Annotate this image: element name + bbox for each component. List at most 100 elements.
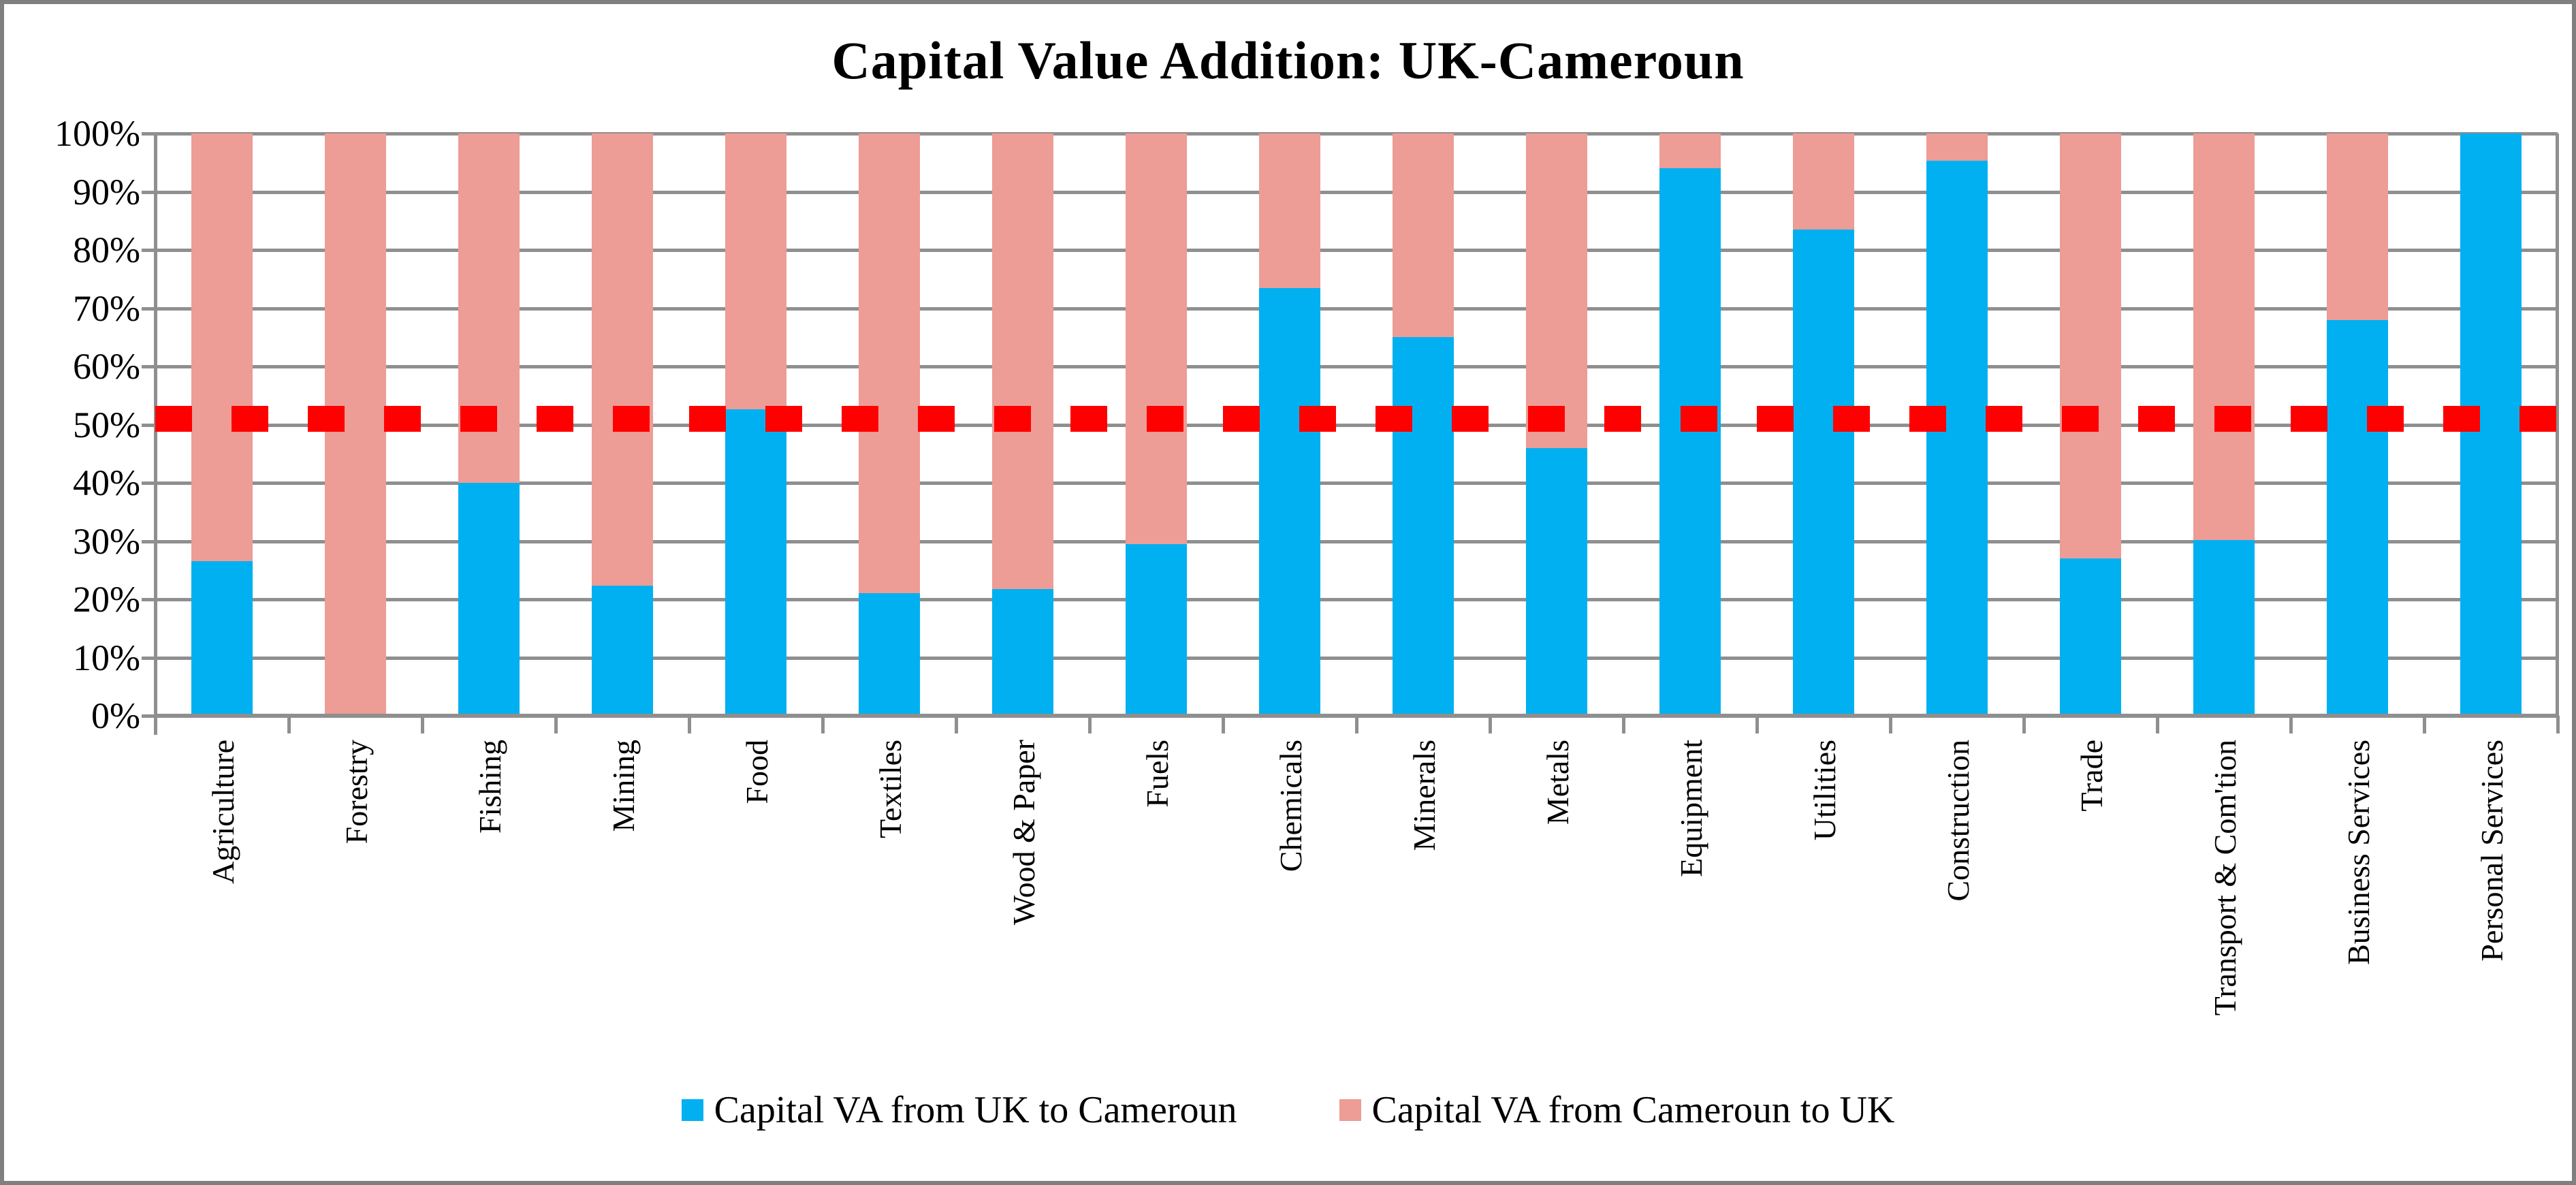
bar-segment-uk-to-cameroun xyxy=(1393,337,1454,716)
x-axis-tick xyxy=(1889,716,1892,733)
category-label: Trade xyxy=(2074,740,2109,812)
bar-segment-uk-to-cameroun xyxy=(458,483,520,716)
y-axis-label: 0% xyxy=(91,695,140,736)
legend-swatch-uk-to-cameroun xyxy=(681,1099,703,1121)
bar-segment-uk-to-cameroun xyxy=(2060,558,2121,716)
x-axis-tick xyxy=(421,716,424,733)
x-axis-tick xyxy=(955,716,958,733)
category-label: Forestry xyxy=(339,740,374,844)
category-label: Chemicals xyxy=(1273,740,1308,872)
y-axis-label: 80% xyxy=(73,230,140,270)
x-axis-tick xyxy=(821,716,825,733)
gridline xyxy=(155,190,2558,194)
category-label: Metals xyxy=(1540,740,1575,825)
reference-line xyxy=(155,405,2558,432)
bar-segment-cameroun-to-uk xyxy=(2327,133,2388,320)
x-axis-tick xyxy=(554,716,558,733)
y-axis-tick xyxy=(142,598,155,601)
category-label: Transport & Com'tion xyxy=(2208,740,2242,1016)
bar-segment-uk-to-cameroun xyxy=(1526,447,1587,716)
legend-label: Capital VA from Cameroun to UK xyxy=(1371,1089,1895,1131)
bar-segment-cameroun-to-uk xyxy=(2193,133,2255,540)
bar-segment-uk-to-cameroun xyxy=(1126,543,1187,716)
legend-swatch-cameroun-to-uk xyxy=(1339,1099,1361,1121)
bar-segment-cameroun-to-uk xyxy=(1926,133,1988,161)
bar-segment-cameroun-to-uk xyxy=(859,133,920,594)
x-axis-tick xyxy=(1489,716,1492,733)
legend-item: Capital VA from Cameroun to UK xyxy=(1339,1088,1895,1132)
bar-segment-cameroun-to-uk xyxy=(1793,133,1854,230)
bar-segment-cameroun-to-uk xyxy=(2060,133,2121,559)
category-label: Business Services xyxy=(2341,740,2376,965)
y-axis-tick xyxy=(142,539,155,543)
bar-segment-uk-to-cameroun xyxy=(1259,287,1320,716)
bar-segment-cameroun-to-uk xyxy=(1259,133,1320,288)
y-axis-label: 10% xyxy=(73,637,140,678)
y-axis-tick xyxy=(142,132,155,136)
category-label: Food xyxy=(740,740,774,804)
bar-segment-uk-to-cameroun xyxy=(992,588,1053,716)
gridline xyxy=(155,598,2558,601)
x-axis-tick xyxy=(688,716,691,733)
y-axis-tick xyxy=(142,190,155,194)
bar-segment-cameroun-to-uk xyxy=(1393,133,1454,338)
y-axis-label: 70% xyxy=(73,287,140,329)
gridline xyxy=(155,249,2558,252)
bar-segment-uk-to-cameroun xyxy=(1659,168,1721,716)
y-axis-label: 100% xyxy=(54,113,140,154)
x-axis-tick xyxy=(287,716,291,733)
category-label: Fishing xyxy=(473,740,507,834)
x-axis-tick xyxy=(1755,716,1759,733)
y-axis-label: 90% xyxy=(73,171,140,212)
bar-segment-uk-to-cameroun xyxy=(725,409,786,716)
x-axis-tick xyxy=(1222,716,1225,733)
y-axis-label: 20% xyxy=(73,579,140,620)
bar-segment-uk-to-cameroun xyxy=(2193,539,2255,716)
x-axis-tick xyxy=(154,716,157,733)
bar-segment-cameroun-to-uk xyxy=(992,133,1053,589)
gridline xyxy=(155,656,2558,660)
gridline xyxy=(155,481,2558,485)
legend-label: Capital VA from UK to Cameroun xyxy=(714,1089,1237,1131)
category-label: Textiles xyxy=(873,740,908,838)
y-axis-tick xyxy=(142,656,155,660)
x-axis-tick xyxy=(1355,716,1358,733)
y-axis-label: 40% xyxy=(73,462,140,503)
category-label: Utilities xyxy=(1807,740,1842,841)
x-axis-tick xyxy=(2022,716,2026,733)
y-axis-tick xyxy=(142,249,155,252)
gridline xyxy=(155,306,2558,311)
category-label: Equipment xyxy=(1674,740,1708,877)
y-axis-tick xyxy=(142,306,155,311)
gridline xyxy=(155,132,2558,136)
x-axis-tick xyxy=(2289,716,2293,733)
bar-segment-cameroun-to-uk xyxy=(725,133,786,410)
y-axis-label: 30% xyxy=(73,520,140,562)
bar-segment-uk-to-cameroun xyxy=(1926,161,1988,716)
y-axis-tick xyxy=(142,481,155,485)
gridline xyxy=(155,539,2558,543)
bar-segment-uk-to-cameroun xyxy=(191,561,253,716)
bar-segment-uk-to-cameroun xyxy=(859,593,920,716)
x-axis-tick xyxy=(1622,716,1625,733)
chart-title: Capital Value Addition: UK-Cameroun xyxy=(831,31,1745,90)
x-axis-tick xyxy=(2556,716,2560,733)
y-axis-label: 50% xyxy=(73,404,140,445)
y-axis-line xyxy=(154,133,157,735)
bar-segment-cameroun-to-uk xyxy=(1526,133,1587,448)
y-axis-tick xyxy=(142,365,155,368)
category-label: Fuels xyxy=(1140,740,1175,808)
bar-segment-uk-to-cameroun xyxy=(1793,230,1854,716)
y-axis-tick xyxy=(142,714,155,718)
category-label: Minerals xyxy=(1407,740,1442,851)
bar-segment-cameroun-to-uk xyxy=(1126,133,1187,544)
x-axis-tick xyxy=(2156,716,2159,733)
legend: Capital VA from UK to Cameroun Capital VA… xyxy=(4,1088,2572,1132)
y-axis-label: 60% xyxy=(73,346,140,387)
legend-item: Capital VA from UK to Cameroun xyxy=(681,1088,1237,1132)
bar-segment-cameroun-to-uk xyxy=(592,133,653,586)
category-label: Wood & Paper xyxy=(1006,740,1041,926)
y-axis-tick xyxy=(142,423,155,427)
category-label: Mining xyxy=(606,740,641,832)
